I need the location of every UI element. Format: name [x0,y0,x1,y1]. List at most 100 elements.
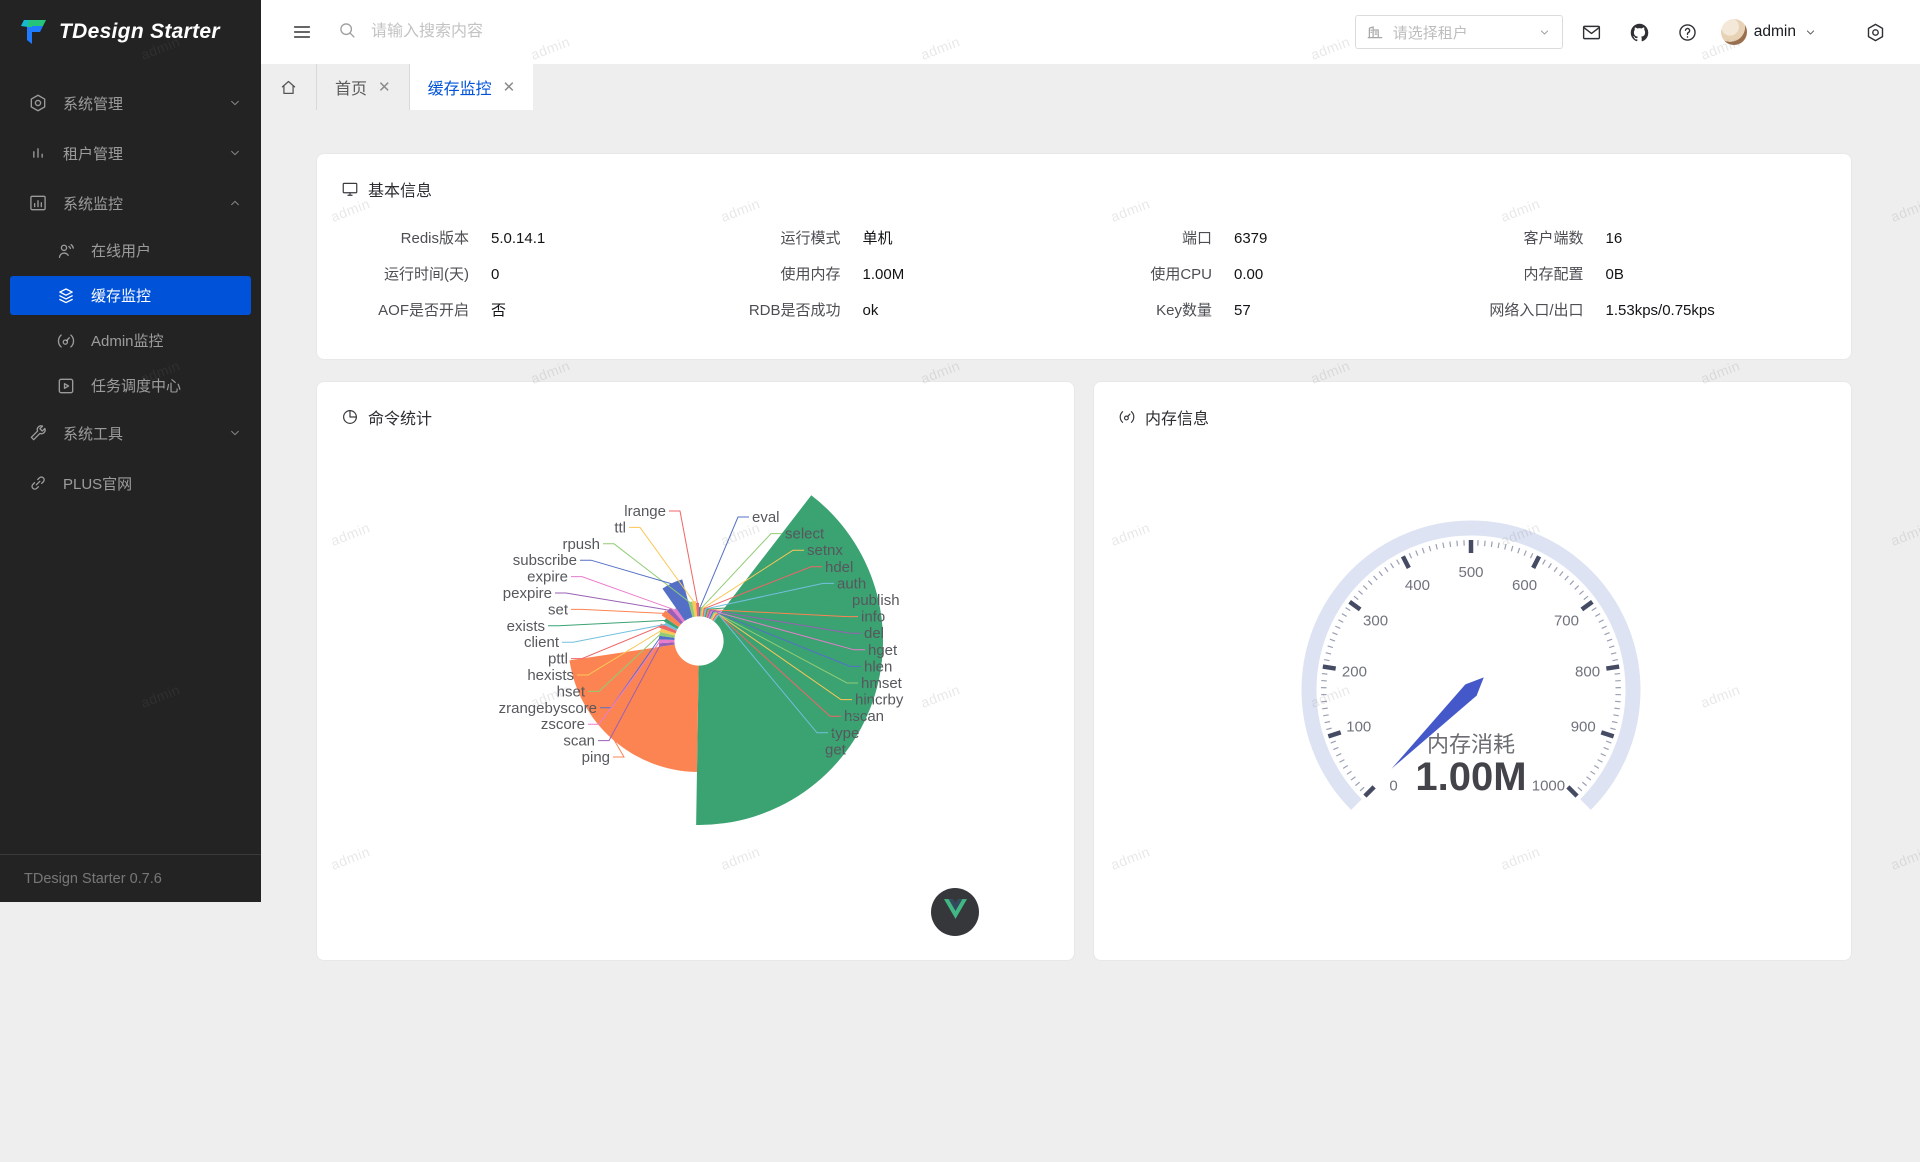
info-field: 运行时间(天)0 [341,264,713,286]
gauge-minor-tick [1354,596,1358,599]
gauge-minor-tick [1422,548,1424,553]
gauge-major-tick [1582,602,1593,610]
dashboard-icon [1118,408,1136,426]
memory-gauge-chart: 01002003004005006007008009001000内存消耗1.00… [1094,382,1853,938]
gauge-major-tick [1606,667,1619,669]
gauge-minor-tick [1598,760,1603,763]
gauge-tick-label-300: 300 [1363,613,1388,630]
sidebar-item-system-monitor[interactable]: 系统监控 [0,178,261,228]
sidebar-item-label: PLUS官网 [63,473,132,494]
sidebar-item-cache-monitor[interactable]: 缓存监控 [10,276,251,315]
chevron-down-icon [227,145,243,161]
gauge-value: 1.00M [1415,755,1526,799]
gauge-minor-tick [1358,591,1362,595]
gauge-major-tick [1328,732,1340,736]
gauge-minor-tick [1511,546,1513,551]
gauge-minor-tick [1565,576,1569,580]
sidebar-item-tenant-management[interactable]: 租户管理 [0,128,261,178]
info-label: 端口 [1084,228,1212,250]
tab-home[interactable] [261,64,317,110]
gauge-minor-tick [1560,571,1563,575]
sidebar-item-task-schedule-center[interactable]: 任务调度中心 [0,363,261,408]
chevron-down-icon [227,425,243,441]
sidebar-item-system-management[interactable]: 系统管理 [0,78,261,128]
help-icon [1677,22,1698,43]
gauge-minor-tick [1328,646,1333,648]
gauge-minor-tick [1613,715,1618,716]
info-label: Redis版本 [341,228,469,250]
search-icon-wrap [337,20,357,45]
gauge-major-tick [1323,667,1336,669]
gauge-minor-tick [1330,639,1335,641]
info-value: 0.00 [1234,264,1263,286]
gauge-minor-tick [1612,722,1617,723]
gauge-minor-tick [1343,766,1348,769]
basic-info-title: 基本信息 [368,177,432,201]
gauge-minor-tick [1385,567,1388,571]
gauge-minor-tick [1323,715,1328,716]
sidebar-item-label: 系统工具 [63,423,123,444]
rose-label-exists: exists [507,618,545,635]
chevron-down-icon [1803,25,1818,40]
rose-label-hdel: hdel [825,559,853,576]
tab-label: 缓存监控 [428,75,492,99]
gauge-minor-tick [1397,560,1400,565]
gauge-minor-tick [1340,760,1345,763]
tenant-select[interactable]: 请选择租户 [1355,15,1563,49]
github-button[interactable] [1621,13,1659,51]
gauge-tick-label-800: 800 [1575,664,1600,681]
gauge-minor-tick [1326,728,1331,729]
vue-devtools-button[interactable] [931,888,979,936]
rose-label-eval: eval [752,509,780,526]
gauge-minor-tick [1443,543,1444,548]
rose-label-pttl: pttl [548,651,568,668]
info-label: 使用CPU [1084,264,1212,286]
user-menu[interactable]: admin [1717,19,1822,45]
gauge-minor-tick [1592,608,1597,611]
rose-label-client: client [524,634,560,651]
app-logo[interactable]: TDesign Starter [0,0,261,64]
help-button[interactable] [1669,13,1707,51]
rose-labelline-set [571,609,664,613]
gauge-major-tick [1568,787,1577,796]
gauge-major-tick [1365,787,1374,796]
sidebar-item-system-tools[interactable]: 系统工具 [0,408,261,458]
collapse-menu-button[interactable] [291,21,313,43]
rose-label-type: type [831,725,859,742]
sidebar-item-label: 系统管理 [63,93,123,114]
search-input[interactable] [369,22,803,42]
sidebar-item-admin-monitor[interactable]: Admin监控 [0,318,261,363]
info-label: 客户端数 [1456,228,1584,250]
close-icon[interactable]: ✕ [378,80,391,95]
rose-label-get: get [825,741,847,758]
gauge-tick-label-900: 900 [1571,718,1596,735]
gauge-minor-tick [1582,782,1586,786]
settings-button[interactable] [1856,13,1894,51]
rose-label-zscore: zscore [541,716,585,733]
close-icon[interactable]: ✕ [503,80,516,95]
tab-cache-monitor[interactable]: 缓存监控 ✕ [410,64,534,110]
info-value: 单机 [863,228,893,250]
gauge-minor-tick [1595,614,1600,617]
rose-label-hget: hget [868,642,898,659]
pie-chart-icon [341,408,359,426]
gauge-minor-tick [1457,541,1458,546]
gauge-minor-tick [1491,541,1492,546]
gauge-minor-tick [1604,747,1609,749]
sidebar-item-online-users[interactable]: 在线用户 [0,228,261,273]
app-version-text: TDesign Starter 0.7.6 [24,871,162,887]
gauge-minor-tick [1524,551,1526,556]
sidebar-item-plus-website[interactable]: PLUS官网 [0,458,261,508]
gauge-minor-tick [1325,722,1330,723]
gauge-tick-label-700: 700 [1554,613,1579,630]
global-search [337,20,803,45]
gauge-minor-tick [1605,633,1610,635]
tab-home[interactable]: 首页✕ [317,64,410,110]
setting-hexagon-icon [28,93,48,113]
info-value: 0 [491,264,499,286]
mail-button[interactable] [1573,13,1611,51]
